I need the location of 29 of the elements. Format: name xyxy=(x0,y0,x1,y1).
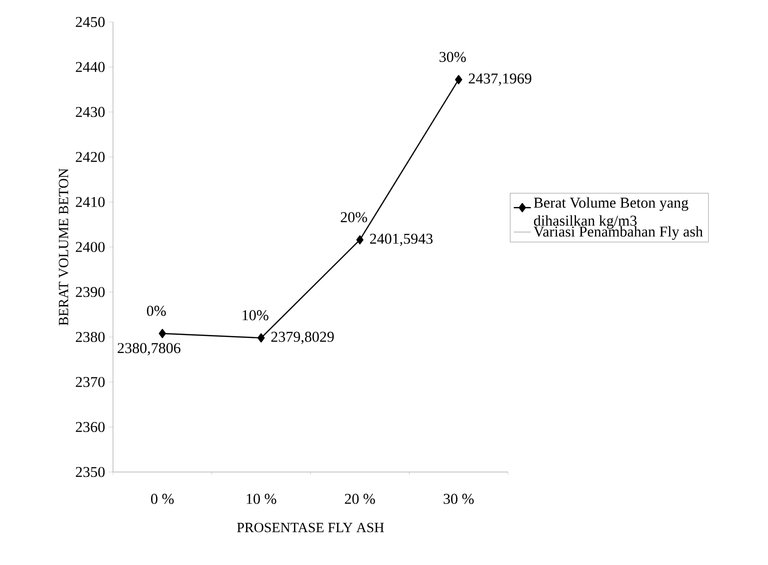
y-tick-label: 2370 xyxy=(76,376,105,388)
y-tick-label: 2420 xyxy=(76,152,105,162)
annotation: 0% xyxy=(146,306,166,316)
y-tick-label: 2390 xyxy=(76,286,105,298)
point xyxy=(455,75,462,84)
x-tick-label: 20 % xyxy=(344,494,375,504)
y-axis-title: BERAT VOLUME BETON xyxy=(58,168,68,326)
y-tick-label: 2430 xyxy=(76,106,105,118)
y-tick-label: 2450 xyxy=(76,16,105,28)
y-tick-label: 2380 xyxy=(76,332,105,342)
data-label: 2379,8029 xyxy=(271,332,334,344)
y-tick-label: 2440 xyxy=(76,62,105,72)
annotation: 30% xyxy=(440,52,466,62)
annotation: 20% xyxy=(340,212,368,222)
data-label: 2401,5943 xyxy=(370,234,433,246)
x-tick-label: 0 % xyxy=(151,494,174,504)
x-axis-title: PROSENTASE FLY ASH xyxy=(237,522,384,532)
data-label: 2380,7806 xyxy=(118,343,180,356)
point xyxy=(356,235,364,244)
point xyxy=(258,333,265,342)
data-label: 2437,1969 xyxy=(468,73,532,86)
y-tick-label: 2360 xyxy=(76,422,105,432)
annotation: 10% xyxy=(242,310,268,320)
y-tick-label: 2400 xyxy=(76,242,105,252)
y-tick-label: 2350 xyxy=(76,466,105,478)
y-tick-label: 2410 xyxy=(76,196,105,208)
point xyxy=(158,328,166,338)
x-tick-label: 30 % xyxy=(444,494,474,504)
x-tick-label: 10 % xyxy=(246,494,276,504)
